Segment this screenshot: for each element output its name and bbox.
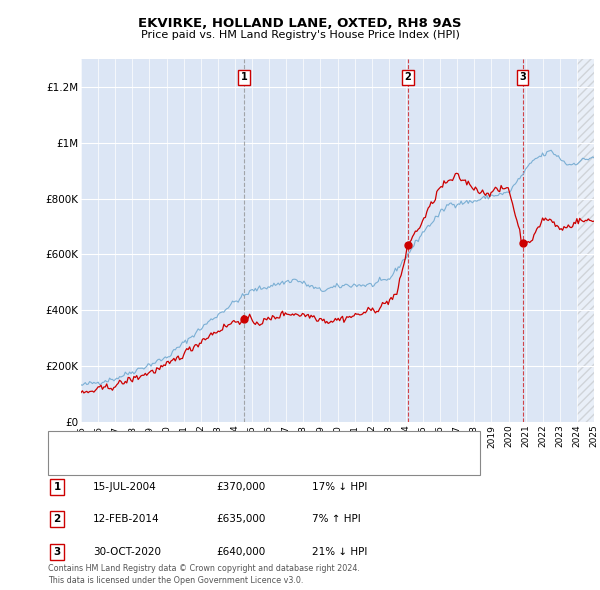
Bar (577, 59, 594, 422)
Text: 21% ↓ HPI: 21% ↓ HPI (312, 547, 367, 556)
Text: 3: 3 (53, 547, 61, 556)
FancyBboxPatch shape (48, 431, 480, 475)
Text: 2: 2 (404, 72, 412, 82)
Text: 12-FEB-2014: 12-FEB-2014 (93, 514, 160, 524)
Text: 7% ↑ HPI: 7% ↑ HPI (312, 514, 361, 524)
Text: EKVIRKE, HOLLAND LANE, OXTED, RH8 9AS (detached house): EKVIRKE, HOLLAND LANE, OXTED, RH8 9AS (d… (80, 437, 382, 446)
Text: 2: 2 (53, 514, 61, 524)
Text: Price paid vs. HM Land Registry's House Price Index (HPI): Price paid vs. HM Land Registry's House … (140, 30, 460, 40)
Text: £370,000: £370,000 (216, 482, 265, 491)
Text: HPI: Average price, detached house, Tandridge: HPI: Average price, detached house, Tand… (80, 458, 309, 467)
Text: 1: 1 (53, 482, 61, 491)
Text: 3: 3 (520, 72, 526, 82)
Text: £635,000: £635,000 (216, 514, 265, 524)
Text: Contains HM Land Registry data © Crown copyright and database right 2024.
This d: Contains HM Land Registry data © Crown c… (48, 565, 360, 585)
Text: EKVIRKE, HOLLAND LANE, OXTED, RH8 9AS: EKVIRKE, HOLLAND LANE, OXTED, RH8 9AS (138, 17, 462, 30)
Text: 15-JUL-2004: 15-JUL-2004 (93, 482, 157, 491)
Text: 1: 1 (241, 72, 248, 82)
Text: 17% ↓ HPI: 17% ↓ HPI (312, 482, 367, 491)
Text: £640,000: £640,000 (216, 547, 265, 556)
Text: 30-OCT-2020: 30-OCT-2020 (93, 547, 161, 556)
